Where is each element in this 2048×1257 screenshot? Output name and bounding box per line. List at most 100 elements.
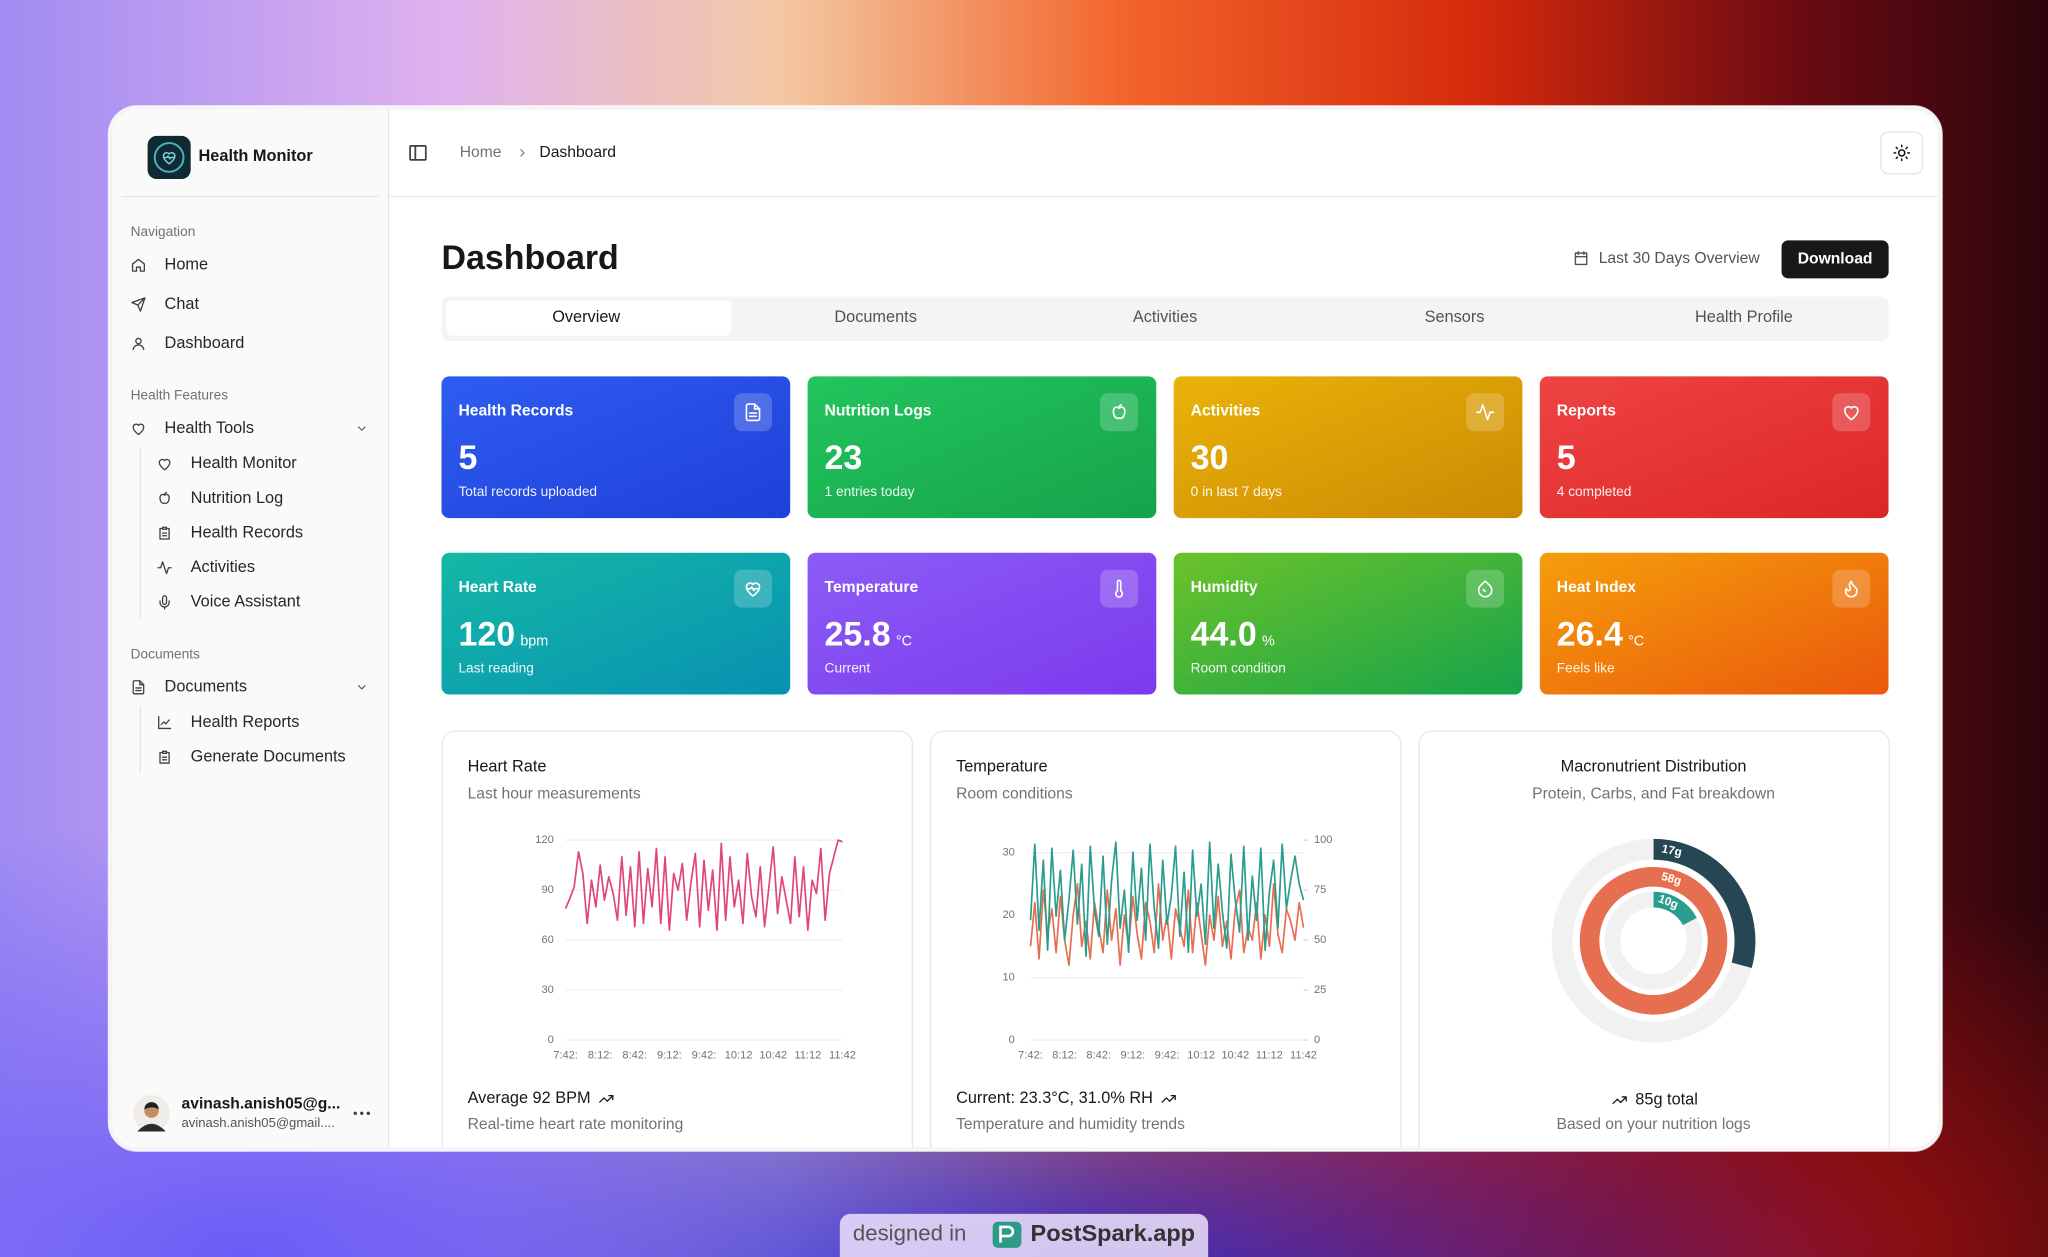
card-icon-box	[1466, 569, 1505, 608]
card-value: 23	[825, 439, 863, 477]
nav-icon	[132, 680, 145, 695]
more-dot	[366, 1111, 371, 1115]
value: 26.4	[1557, 615, 1623, 653]
x-tick-label: 11:12	[1256, 1050, 1283, 1062]
card-title: Activities	[1191, 403, 1261, 420]
card-icon-box	[1100, 569, 1139, 608]
stat-card	[441, 552, 791, 695]
logo-ring	[153, 142, 185, 173]
calendar-icon	[1574, 250, 1588, 266]
sub-item: Activities	[191, 558, 255, 576]
card-value: 44.0%	[1191, 615, 1275, 653]
x-tick-label: 7:42:	[553, 1050, 578, 1062]
card-icon	[745, 582, 761, 597]
stat-card	[1173, 552, 1523, 695]
card-icon	[1477, 580, 1493, 598]
stat-card	[1539, 376, 1889, 519]
download-button[interactable]	[1781, 240, 1889, 279]
value: 30	[1191, 439, 1229, 477]
card-value: 30	[1191, 439, 1229, 477]
tab-active[interactable]	[446, 300, 731, 336]
x-tick-label: 8:42:	[1086, 1050, 1111, 1062]
card-value: 26.4 °C	[1557, 615, 1644, 653]
sidebar	[112, 109, 388, 1148]
x-tick-label: 10:12	[1187, 1050, 1215, 1062]
download-label: Download	[1798, 251, 1873, 268]
card-title: Temperature	[825, 579, 919, 596]
bar-label: 17g	[1661, 842, 1683, 859]
nav-icon	[132, 337, 145, 351]
card-icon	[1112, 404, 1126, 420]
y2-tick-label: 25	[1314, 984, 1326, 996]
user-email: avinash.anish05@gmail....	[182, 1115, 335, 1130]
card-title: Nutrition Logs	[825, 403, 932, 420]
chart-card	[1418, 730, 1890, 1148]
chart-title: Temperature	[956, 757, 1048, 775]
sub-item: Nutrition Log	[191, 489, 283, 507]
sub-item: Voice Assistant	[191, 593, 301, 611]
theme-button[interactable]	[1880, 131, 1924, 175]
unit: %	[1262, 633, 1275, 649]
more-dot	[360, 1111, 364, 1115]
radial-bar	[1653, 838, 1756, 969]
nav-item: Documents	[165, 678, 247, 696]
date-range: Last 30 Days Overview	[1599, 250, 1761, 267]
unit: °C	[1628, 633, 1644, 649]
chart-subtitle: Last hour measurements	[468, 786, 641, 803]
app-name: Health Monitor	[199, 147, 314, 165]
badge: designed in PostSpark.app	[839, 1213, 1209, 1257]
chart-note: Real-time heart rate monitoring	[468, 1116, 684, 1133]
card-icon	[1476, 404, 1495, 421]
trend-icon	[1161, 1094, 1176, 1103]
y-tick-label: 20	[1003, 909, 1015, 921]
avatar-body	[137, 1123, 166, 1132]
card-value: 5	[1557, 439, 1576, 477]
stat-card	[807, 376, 1157, 519]
sub-icon	[159, 750, 170, 764]
chart-subtitle: Room conditions	[956, 786, 1073, 803]
stat-card	[1539, 552, 1889, 695]
card-icon	[745, 403, 761, 422]
y-tick-label: 120	[535, 834, 554, 846]
y-tick-label: 30	[1003, 847, 1015, 859]
x-tick-label: 9:42:	[692, 1050, 717, 1062]
avatar-hair	[144, 1102, 159, 1110]
y2-tick-label: 100	[1314, 834, 1333, 846]
x-tick-label: 10:42	[1221, 1050, 1249, 1062]
x-tick-label: 10:42	[759, 1050, 787, 1062]
chevron	[357, 426, 366, 431]
breadcrumb: Home	[460, 144, 502, 161]
stat-card	[441, 376, 791, 519]
y-tick-label: 10	[1003, 972, 1015, 984]
x-tick-label: 9:42:	[1155, 1050, 1180, 1062]
nav-item: Chat	[165, 295, 200, 313]
card-icon	[1843, 405, 1859, 421]
card-subtitle: Feels like	[1557, 661, 1615, 676]
value: 5	[458, 439, 477, 477]
line-series	[1029, 841, 1305, 957]
card-subtitle: Total records uploaded	[458, 484, 597, 499]
badge-logo-mark	[999, 1225, 1015, 1243]
sub-icon	[157, 561, 172, 575]
nav-item: Home	[165, 256, 209, 274]
card-value: 120 bpm	[458, 615, 548, 653]
nav-icon	[131, 258, 145, 272]
card-title: Humidity	[1191, 579, 1258, 596]
stat-card	[807, 552, 1157, 695]
window: Health Monitor Navigation Home Chat Dashboar…	[112, 109, 1939, 1148]
chart-footer: 85g total	[1635, 1091, 1698, 1109]
user-name: avinash.anish05@g...	[182, 1095, 341, 1112]
tab-label: Health Profile	[1695, 308, 1793, 326]
tab-label: Sensors	[1425, 308, 1485, 326]
sub-icon	[158, 458, 171, 471]
x-tick-label: 8:12:	[1052, 1050, 1077, 1062]
card-subtitle: 0 in last 7 days	[1191, 484, 1283, 499]
x-tick-label: 8:42:	[622, 1050, 647, 1062]
x-tick-label: 11:42	[1290, 1050, 1317, 1062]
x-tick-label: 9:12:	[1121, 1050, 1146, 1062]
y2-tick-label: 75	[1314, 884, 1326, 896]
card-icon-box	[1832, 393, 1871, 432]
card-value: 5	[458, 439, 477, 477]
group-label: Navigation	[131, 224, 196, 239]
